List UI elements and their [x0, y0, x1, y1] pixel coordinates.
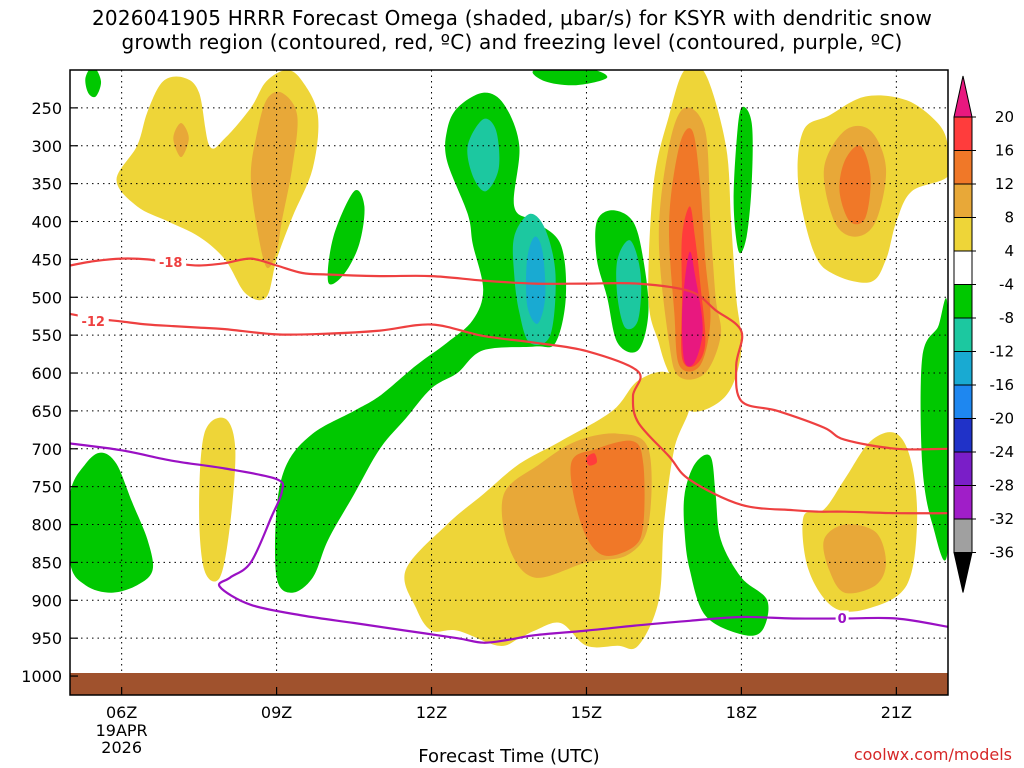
omega-region-lower-12-16	[570, 440, 645, 556]
colorbar-bin	[953, 451, 973, 486]
colorbar-bin	[953, 284, 973, 319]
omega-region-21z-12-16	[839, 145, 871, 225]
contour-dendritic-12	[70, 312, 948, 515]
title-line-1: 2026041905 HRRR Forecast Omega (shaded, …	[91, 6, 932, 30]
contour-label-bg	[835, 610, 849, 625]
y-tick-label-400: 400	[31, 213, 62, 232]
colorbar-bin	[953, 116, 973, 151]
title-line-2: growth region (contoured, red, ºC) and f…	[121, 30, 903, 54]
colorbar-bin	[953, 250, 973, 285]
omega-region-18z-narrow-negative	[733, 106, 753, 254]
omega-region-08z-lower-positive	[199, 417, 236, 582]
colorbar-bin	[953, 217, 973, 252]
x-tick-label-15Z: 15Z	[571, 703, 602, 722]
omega-region-16z-top-negative	[532, 70, 608, 86]
colorbar-label: 12	[995, 175, 1014, 193]
colorbar-label: 4	[1004, 242, 1014, 260]
plot-frame	[69, 69, 949, 696]
y-tick-label-750: 750	[31, 478, 62, 497]
omega-region-17z-low-negative	[683, 454, 769, 636]
colorbar-label: -32	[990, 510, 1015, 528]
x-tick-sublabel: 19APR	[96, 721, 148, 740]
omega-region-15z-12-core	[616, 240, 642, 330]
omega-region-13z-12-core	[467, 118, 500, 192]
contour-label-dendritic-12: -12	[81, 315, 105, 330]
colorbar-bin	[953, 485, 973, 520]
omega-region-20z-low-8-12	[823, 524, 886, 594]
colorbar-cap-bottom	[953, 552, 973, 593]
colorbar-label: -36	[990, 544, 1015, 562]
y-tick-label-800: 800	[31, 516, 62, 535]
y-tick-label-1000: 1000	[21, 667, 62, 686]
contour-label-bg	[77, 313, 109, 328]
colorbar-bin	[953, 183, 973, 218]
x-tick-label-06Z: 06Z	[106, 703, 137, 722]
colorbar-label: 16	[995, 142, 1014, 160]
colorbar-bin	[953, 418, 973, 453]
colorbar-label: 8	[1004, 209, 1014, 227]
x-tick-label-21Z: 21Z	[881, 703, 912, 722]
colorbar-label: -4	[999, 276, 1014, 294]
x-tick-label-18Z: 18Z	[726, 703, 757, 722]
omega-region-17z-20	[682, 251, 703, 367]
x-tick-sublabel: 2026	[101, 738, 142, 757]
omega-region-05z-06z-lower-negative	[70, 452, 154, 593]
colorbar-label: -8	[999, 309, 1014, 327]
omega-region-right-edge-negative	[920, 298, 948, 561]
contour-layer: -18 -12 0	[70, 254, 948, 644]
y-tick-label-350: 350	[31, 175, 62, 194]
colorbar-bin	[953, 317, 973, 352]
contour-label-bg	[155, 254, 187, 269]
x-tick-label-12Z: 12Z	[416, 703, 447, 722]
colorbar-label: 20	[995, 108, 1014, 126]
y-tick-label-700: 700	[31, 440, 62, 459]
y-tick-label-250: 250	[31, 99, 62, 118]
contour-freezing-level-0	[70, 442, 948, 644]
chart-title: 2026041905 HRRR Forecast Omega (shaded, …	[0, 6, 1024, 54]
colorbar-label: -20	[990, 410, 1015, 428]
colorbar-bin	[953, 351, 973, 386]
contour-label-freezing-level-0: 0	[838, 612, 847, 627]
credit-text[interactable]: coolwx.com/models	[854, 745, 1012, 764]
x-axis-label: Forecast Time (UTC)	[418, 746, 599, 767]
colorbar-cap-top	[953, 75, 973, 118]
omega-region-13z-negative-column	[274, 92, 567, 593]
omega-region-upper-left-8-12-core	[250, 91, 298, 269]
colorbar-bin	[953, 384, 973, 419]
omega-region-09z-10z-negative	[327, 189, 365, 285]
y-tick-label-550: 550	[31, 326, 62, 345]
colorbar-bin	[953, 150, 973, 185]
omega-region-lower-16-20-dot	[586, 453, 598, 466]
y-axis: 250 300 350 400 450 500 550 600 650 700 750 800 850 9…	[21, 99, 78, 686]
colorbar: 20 16 12 8 4 -4 -8 -12 -16 -20 -24 -28 -32 -36	[953, 75, 1015, 593]
terrain-band	[70, 673, 948, 695]
y-tick-label-600: 600	[31, 364, 62, 383]
contour-label-dendritic-18: -18	[159, 256, 183, 271]
colorbar-label: -24	[990, 443, 1015, 461]
omega-fill-layer	[70, 70, 948, 650]
omega-region-14z-16-core	[525, 236, 546, 324]
omega-region-upper-left-small-core	[173, 123, 189, 158]
y-tick-label-950: 950	[31, 629, 62, 648]
y-tick-label-500: 500	[31, 288, 62, 307]
colorbar-label: -12	[990, 343, 1015, 361]
y-tick-label-900: 900	[31, 591, 62, 610]
y-tick-label-450: 450	[31, 250, 62, 269]
omega-region-05z-upper-negative	[85, 70, 102, 98]
colorbar-bin	[953, 518, 973, 553]
y-tick-label-650: 650	[31, 402, 62, 421]
colorbar-label: -16	[990, 376, 1015, 394]
y-tick-label-300: 300	[31, 137, 62, 156]
y-tick-label-850: 850	[31, 553, 62, 572]
colorbar-label: -28	[990, 477, 1015, 495]
x-tick-label-09Z: 09Z	[261, 703, 292, 722]
